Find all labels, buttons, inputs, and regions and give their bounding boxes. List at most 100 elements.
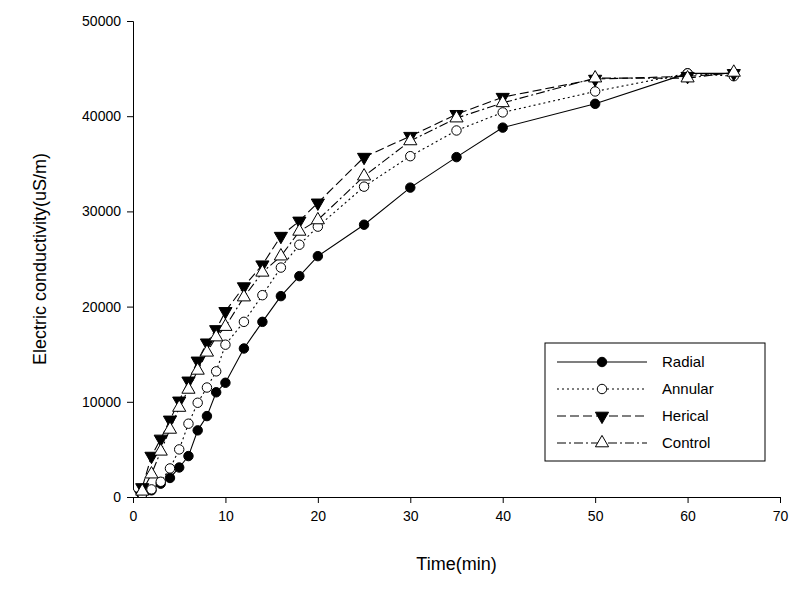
point — [173, 400, 186, 411]
legend-marker — [595, 412, 608, 423]
point — [274, 232, 287, 243]
point — [202, 383, 211, 392]
tick: 40000 — [82, 108, 133, 124]
tick: 10 — [218, 497, 234, 524]
tick-label: 60 — [680, 508, 696, 524]
tick-mark — [127, 497, 133, 498]
point — [359, 220, 368, 229]
point — [589, 71, 602, 82]
chart: 0 10 20 30 40 50 60 70 0 10000 20000 30000 40000 5000… — [0, 0, 807, 602]
legend-marker — [597, 357, 606, 366]
tick-mark — [127, 402, 133, 403]
point — [313, 251, 322, 260]
point — [258, 317, 267, 326]
point — [357, 153, 370, 164]
point — [498, 108, 507, 117]
point — [590, 99, 599, 108]
tick-mark — [127, 211, 133, 212]
point — [211, 388, 220, 397]
tick-mark — [410, 497, 411, 503]
tick: 30000 — [82, 203, 133, 219]
point — [154, 444, 167, 455]
point — [221, 378, 230, 387]
point — [193, 426, 202, 435]
y-axis: 0 10000 20000 30000 40000 50000 — [82, 13, 133, 505]
point — [295, 240, 304, 249]
tick-mark — [225, 497, 226, 503]
tick: 40 — [495, 497, 511, 524]
legend-entry: Herical — [557, 407, 709, 424]
point — [200, 345, 213, 356]
tick-label: 40 — [495, 508, 511, 524]
tick: 50 — [588, 497, 604, 524]
point — [136, 484, 149, 495]
point — [191, 363, 204, 374]
tick-label: 50 — [588, 508, 604, 524]
tick-label: 20 — [311, 508, 327, 524]
legend-marker — [597, 384, 606, 393]
point — [406, 151, 415, 160]
tick-label: 0 — [130, 508, 138, 524]
legend-label: Radial — [662, 353, 705, 370]
tick: 60 — [680, 497, 696, 524]
point — [311, 212, 324, 223]
point — [452, 126, 461, 135]
point — [258, 290, 267, 299]
legend-label: Annular — [662, 380, 714, 397]
legend-box — [545, 343, 765, 461]
point — [237, 289, 250, 300]
point — [293, 224, 306, 235]
point — [174, 445, 183, 454]
point — [174, 463, 183, 472]
point — [727, 65, 740, 76]
tick-mark — [595, 497, 596, 503]
point — [276, 291, 285, 300]
point — [357, 169, 370, 180]
point — [239, 344, 248, 353]
legend-entry: Control — [557, 434, 710, 451]
point — [450, 111, 463, 122]
point — [496, 95, 509, 106]
point — [295, 271, 304, 280]
tick-label: 40000 — [82, 108, 121, 124]
tick-mark — [127, 116, 133, 117]
tick-label: 10000 — [82, 394, 121, 410]
tick-label: 20000 — [82, 299, 121, 315]
tick-mark — [688, 497, 689, 503]
point — [359, 182, 368, 191]
tick-mark — [127, 307, 133, 308]
x-axis-title: Time(min) — [416, 554, 496, 574]
axis-line — [127, 22, 134, 498]
point — [156, 477, 165, 486]
tick-mark — [780, 497, 781, 503]
x-axis: 0 10 20 30 40 50 60 70 — [130, 497, 789, 524]
point — [136, 484, 149, 495]
tick: 30 — [403, 497, 419, 524]
axis-line — [134, 498, 781, 504]
point — [498, 123, 507, 132]
point — [182, 382, 195, 393]
point — [147, 485, 156, 494]
tick-mark — [127, 21, 133, 22]
tick-label: 10 — [218, 508, 234, 524]
point — [184, 451, 193, 460]
tick: 50000 — [82, 13, 133, 29]
tick: 0 — [113, 489, 133, 505]
legend-marker — [595, 435, 608, 446]
point — [256, 265, 269, 276]
tick: 10000 — [82, 394, 133, 410]
tick: 20 — [311, 497, 327, 524]
point — [681, 71, 694, 82]
point — [276, 263, 285, 272]
point — [202, 411, 211, 420]
point — [211, 367, 220, 376]
point — [165, 464, 174, 473]
tick-label: 30000 — [82, 203, 121, 219]
point — [163, 422, 176, 433]
point — [239, 317, 248, 326]
tick-label: 70 — [773, 508, 789, 524]
tick-label: 0 — [113, 489, 121, 505]
point — [165, 473, 174, 482]
legend-entry: Radial — [557, 353, 705, 370]
point — [184, 419, 193, 428]
